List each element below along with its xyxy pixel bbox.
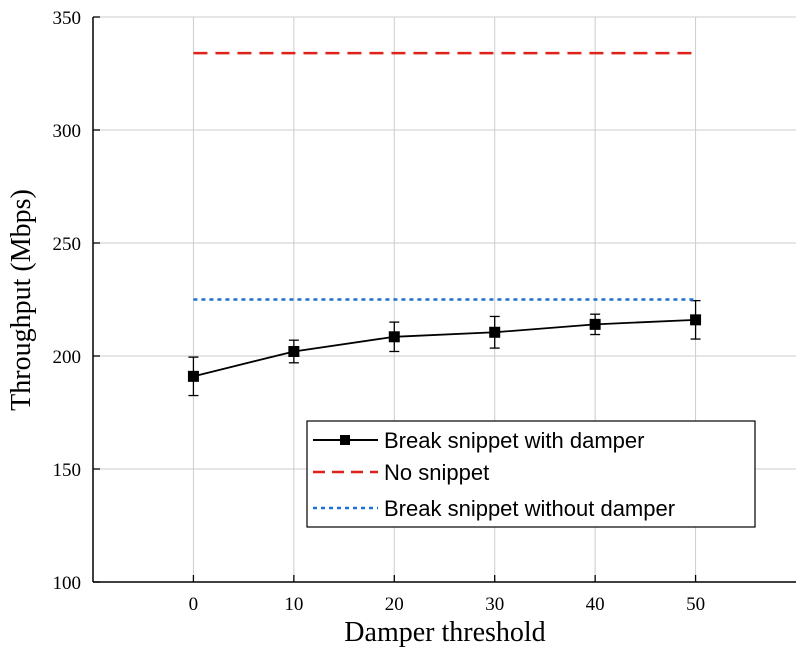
y-tick-label: 200 — [53, 347, 82, 368]
legend-box — [306, 420, 756, 528]
y-tick-label: 100 — [53, 573, 82, 594]
data-point — [690, 314, 702, 326]
x-axis-title: Damper threshold — [344, 617, 545, 648]
data-point — [388, 331, 400, 343]
legend: Break snippet with damper No snippet Bre… — [306, 420, 756, 528]
series-line-break-snippet-with-damper — [193, 318, 696, 378]
x-tick-label: 0 — [189, 594, 199, 615]
axes — [92, 17, 796, 583]
x-tick-label: 50 — [686, 594, 705, 615]
data-point — [288, 345, 300, 357]
y-tick-label: 300 — [53, 121, 82, 142]
ticks: 0 10 20 30 40 50 100 150 200 250 300 350 — [53, 8, 706, 615]
data-point — [589, 318, 601, 330]
x-tick-label: 20 — [385, 594, 404, 615]
x-tick-label: 40 — [586, 594, 605, 615]
y-tick-label: 350 — [53, 8, 82, 29]
data-point — [489, 326, 501, 338]
y-tick-label: 250 — [53, 234, 82, 255]
y-axis-title: Throughput (Mbps) — [6, 189, 37, 411]
legend-label-no-snippet: No snippet — [384, 460, 489, 485]
legend-label-break-with-damper: Break snippet with damper — [384, 428, 644, 453]
x-tick-label: 10 — [284, 594, 303, 615]
series — [187, 51, 702, 397]
x-tick-label: 30 — [485, 594, 504, 615]
data-point — [187, 370, 199, 382]
legend-marker-break-with-damper — [340, 435, 350, 445]
legend-label-break-without-damper: Break snippet without damper — [384, 496, 675, 521]
y-tick-label: 150 — [53, 460, 82, 481]
